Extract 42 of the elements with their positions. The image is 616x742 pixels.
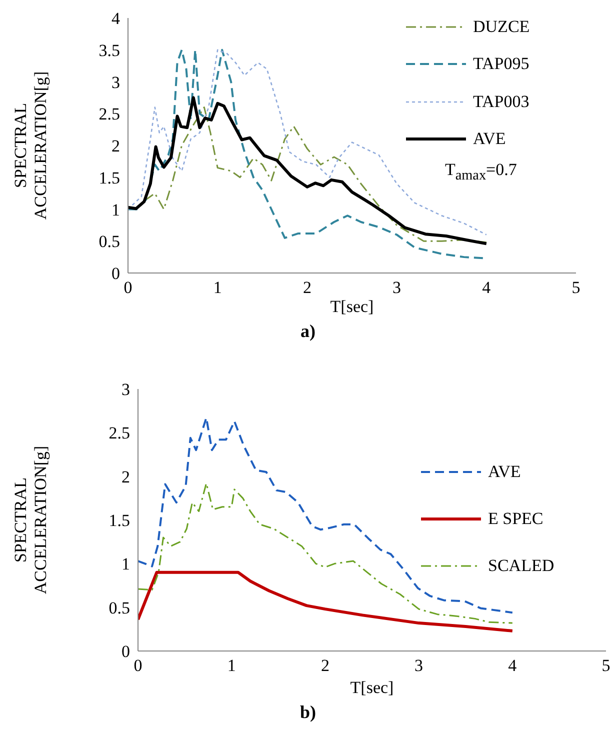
line-series [138,570,514,632]
x-tick-label: 5 [572,278,580,298]
legend-label: SCALED [488,556,554,576]
y-tick-label: 2.5 [108,424,130,443]
x-tick-label: 2 [320,656,330,676]
x-tick-label: 3 [414,656,424,676]
legend-label: TAP095 [473,54,530,74]
y-tick-label: 1.5 [98,168,120,188]
y-tick-label: 2 [112,136,120,156]
y-tick-label: 1 [112,200,120,220]
y-tick-label: 0.5 [108,598,130,618]
x-tick-label: 1 [227,656,236,676]
y-tick-label: 4 [112,9,120,28]
legend-label: AVE [473,129,506,150]
y-tick-label: 1 [122,554,130,574]
text: a) [300,321,316,342]
y-tick-label: 3 [122,380,130,400]
legend-label: TAP003 [473,92,530,112]
x-tick-label: 4 [482,278,492,298]
x-tick-label: 4 [508,656,518,676]
y-tick-label: 3 [112,72,120,92]
x-tick-label: 5 [602,656,610,676]
text: b) [298,702,317,723]
y-tick-label: 2 [122,467,130,486]
y-tick-label: 3.5 [98,40,120,60]
legend-label: DUZCE [473,16,530,37]
x-tick-label: 1 [213,278,222,298]
x-tick-label: 0 [134,656,142,676]
x-tick-label: 3 [392,278,402,298]
y-tick-label: 0.5 [98,232,120,252]
y-tick-label: 0 [122,642,130,662]
x-tick-label: 2 [302,278,312,298]
x-axis-title: T[sec] [330,297,374,316]
y-axis-title: SPECTRAL ACCELERATION[g] [11,71,50,220]
y-axis-title: SPECTRAL ACCELERATION[g] [11,446,50,594]
y-tick-label: 0 [112,264,120,284]
y-tick-label: 2.5 [98,104,120,124]
y-tick-label: 1.5 [108,511,130,530]
x-axis-title: T[sec] [350,678,394,697]
annotation: T$_{amax}$=0.7 [444,160,518,184]
legend-label: E SPEC [488,508,544,528]
legend-label: AVE [488,462,521,482]
